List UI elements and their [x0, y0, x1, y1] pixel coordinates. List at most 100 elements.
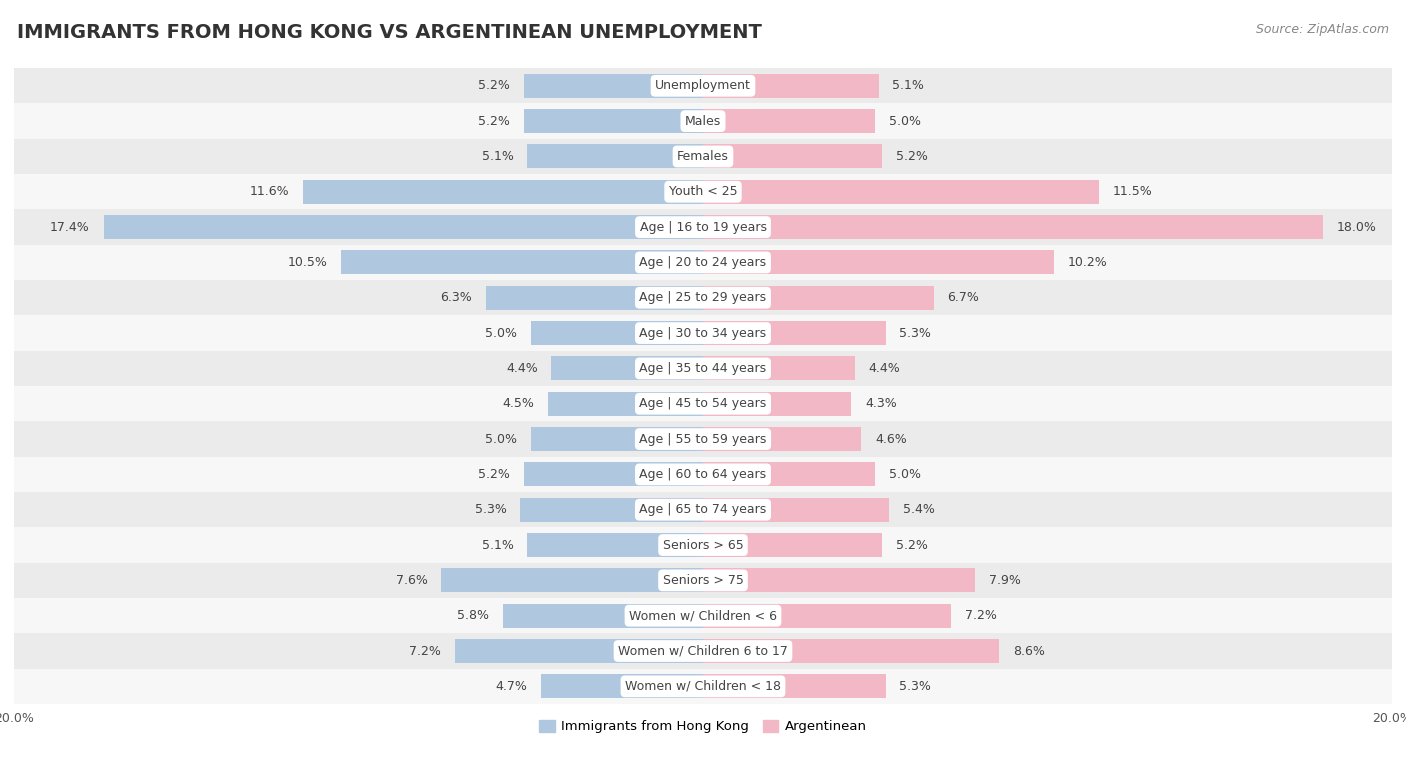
Text: 7.9%: 7.9% — [988, 574, 1021, 587]
Bar — [703, 73, 879, 98]
Text: Source: ZipAtlas.com: Source: ZipAtlas.com — [1256, 23, 1389, 36]
Text: Age | 30 to 34 years: Age | 30 to 34 years — [640, 326, 766, 340]
Text: 5.0%: 5.0% — [485, 432, 517, 446]
Bar — [520, 497, 703, 522]
Bar — [703, 569, 976, 593]
Text: 5.1%: 5.1% — [482, 150, 513, 163]
Text: Women w/ Children < 18: Women w/ Children < 18 — [626, 680, 780, 693]
Text: Women w/ Children 6 to 17: Women w/ Children 6 to 17 — [619, 644, 787, 658]
Bar — [703, 215, 1323, 239]
Bar — [703, 357, 855, 381]
Text: 17.4%: 17.4% — [51, 220, 90, 234]
Bar — [14, 210, 1392, 245]
Bar — [703, 321, 886, 345]
Text: 4.4%: 4.4% — [506, 362, 537, 375]
Text: 11.5%: 11.5% — [1114, 185, 1153, 198]
Bar — [524, 109, 703, 133]
Legend: Immigrants from Hong Kong, Argentinean: Immigrants from Hong Kong, Argentinean — [534, 715, 872, 739]
Text: 7.6%: 7.6% — [395, 574, 427, 587]
Text: 7.2%: 7.2% — [965, 609, 997, 622]
Text: 4.3%: 4.3% — [865, 397, 897, 410]
Text: 5.3%: 5.3% — [900, 680, 931, 693]
Bar — [14, 456, 1392, 492]
Text: 5.2%: 5.2% — [896, 538, 928, 552]
Text: 18.0%: 18.0% — [1337, 220, 1376, 234]
Bar — [14, 245, 1392, 280]
Text: Age | 65 to 74 years: Age | 65 to 74 years — [640, 503, 766, 516]
Bar — [14, 280, 1392, 316]
Text: Age | 16 to 19 years: Age | 16 to 19 years — [640, 220, 766, 234]
Bar — [456, 639, 703, 663]
Bar — [14, 386, 1392, 422]
Text: 4.4%: 4.4% — [869, 362, 900, 375]
Text: Seniors > 65: Seniors > 65 — [662, 538, 744, 552]
Bar — [14, 634, 1392, 668]
Bar — [14, 174, 1392, 210]
Text: 5.4%: 5.4% — [903, 503, 935, 516]
Bar — [14, 139, 1392, 174]
Bar — [14, 598, 1392, 634]
Bar — [703, 251, 1054, 275]
Text: 5.1%: 5.1% — [482, 538, 513, 552]
Bar — [703, 674, 886, 699]
Text: 11.6%: 11.6% — [250, 185, 290, 198]
Text: Age | 20 to 24 years: Age | 20 to 24 years — [640, 256, 766, 269]
Text: 10.5%: 10.5% — [288, 256, 328, 269]
Text: 5.8%: 5.8% — [457, 609, 489, 622]
Bar — [703, 285, 934, 310]
Bar — [548, 391, 703, 416]
Text: Age | 45 to 54 years: Age | 45 to 54 years — [640, 397, 766, 410]
Text: 5.2%: 5.2% — [478, 114, 510, 128]
Bar — [524, 463, 703, 487]
Bar — [14, 422, 1392, 456]
Text: 5.2%: 5.2% — [478, 468, 510, 481]
Bar — [441, 569, 703, 593]
Text: 5.3%: 5.3% — [900, 326, 931, 340]
Text: Age | 35 to 44 years: Age | 35 to 44 years — [640, 362, 766, 375]
Text: IMMIGRANTS FROM HONG KONG VS ARGENTINEAN UNEMPLOYMENT: IMMIGRANTS FROM HONG KONG VS ARGENTINEAN… — [17, 23, 762, 42]
Bar — [703, 497, 889, 522]
Bar — [104, 215, 703, 239]
Text: 5.1%: 5.1% — [893, 79, 924, 92]
Text: 5.3%: 5.3% — [475, 503, 506, 516]
Text: 5.2%: 5.2% — [478, 79, 510, 92]
Text: 6.7%: 6.7% — [948, 291, 980, 304]
Text: Seniors > 75: Seniors > 75 — [662, 574, 744, 587]
Bar — [531, 427, 703, 451]
Bar — [14, 316, 1392, 350]
Text: 4.5%: 4.5% — [502, 397, 534, 410]
Bar — [527, 145, 703, 169]
Text: 5.0%: 5.0% — [485, 326, 517, 340]
Text: 7.2%: 7.2% — [409, 644, 441, 658]
Text: Females: Females — [678, 150, 728, 163]
Text: Women w/ Children < 6: Women w/ Children < 6 — [628, 609, 778, 622]
Text: 4.7%: 4.7% — [495, 680, 527, 693]
Text: Age | 60 to 64 years: Age | 60 to 64 years — [640, 468, 766, 481]
Bar — [703, 533, 882, 557]
Bar — [703, 427, 862, 451]
Text: Youth < 25: Youth < 25 — [669, 185, 737, 198]
Bar — [14, 562, 1392, 598]
Bar — [527, 533, 703, 557]
Bar — [304, 179, 703, 204]
Bar — [703, 145, 882, 169]
Bar — [703, 639, 1000, 663]
Bar — [14, 668, 1392, 704]
Bar — [541, 674, 703, 699]
Text: 5.2%: 5.2% — [896, 150, 928, 163]
Text: 6.3%: 6.3% — [440, 291, 472, 304]
Text: Age | 25 to 29 years: Age | 25 to 29 years — [640, 291, 766, 304]
Bar — [14, 68, 1392, 104]
Text: 5.0%: 5.0% — [889, 468, 921, 481]
Bar — [14, 528, 1392, 562]
Bar — [703, 603, 950, 628]
Text: 4.6%: 4.6% — [875, 432, 907, 446]
Bar — [703, 391, 851, 416]
Text: Males: Males — [685, 114, 721, 128]
Bar — [503, 603, 703, 628]
Bar — [486, 285, 703, 310]
Bar — [531, 321, 703, 345]
Text: Unemployment: Unemployment — [655, 79, 751, 92]
Bar — [703, 109, 875, 133]
Text: 10.2%: 10.2% — [1069, 256, 1108, 269]
